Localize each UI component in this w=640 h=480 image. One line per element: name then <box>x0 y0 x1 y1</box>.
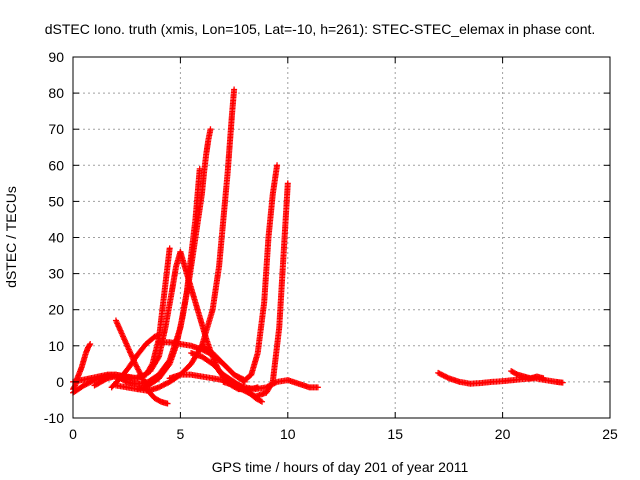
x-tick-label: 15 <box>387 426 403 442</box>
y-tick-label: 10 <box>48 338 64 354</box>
data-series <box>198 162 281 384</box>
data-point-marker <box>540 375 547 382</box>
data-series <box>188 350 266 405</box>
chart-title: dSTEC Iono. truth (xmis, Lon=105, Lat=-1… <box>45 21 596 37</box>
y-axis-title: dSTEC / TECUs <box>3 186 19 288</box>
y-tick-label: 50 <box>48 193 64 209</box>
data-point-marker <box>207 126 214 133</box>
data-point-marker <box>259 398 266 405</box>
data-point-marker <box>444 374 451 381</box>
data-series <box>435 369 566 387</box>
y-tick-label: 60 <box>48 157 64 173</box>
y-tick-label: 30 <box>48 266 64 282</box>
data-series <box>134 86 238 394</box>
data-series <box>112 317 171 407</box>
data-series <box>508 368 547 382</box>
y-tick-label: 0 <box>56 374 64 390</box>
data-series <box>220 180 291 400</box>
x-tick-label: 25 <box>602 426 618 442</box>
plot-data <box>70 86 566 407</box>
grid <box>73 57 610 418</box>
x-axis-title: GPS time / hours of day 201 of year 2011 <box>212 459 469 475</box>
data-point-marker <box>166 245 173 252</box>
data-point-marker <box>274 162 281 169</box>
y-tick-label: 90 <box>48 49 64 65</box>
data-point-marker <box>284 180 291 187</box>
x-tick-label: 5 <box>177 426 185 442</box>
data-point-marker <box>559 379 566 386</box>
data-point-marker <box>155 331 162 338</box>
data-point-marker <box>257 398 264 405</box>
y-tick-label: 20 <box>48 302 64 318</box>
data-point-marker <box>87 340 94 347</box>
data-point-marker <box>90 377 97 384</box>
y-tick-label: 40 <box>48 230 64 246</box>
x-tick-label: 20 <box>495 426 511 442</box>
data-point-marker <box>86 342 93 349</box>
axis-ticks: 0 5 10 15 20 25 -10 0 10 20 30 40 50 60 70 80 90 <box>44 49 618 442</box>
y-tick-label: 80 <box>48 85 64 101</box>
data-series <box>112 126 214 393</box>
data-series <box>108 331 162 391</box>
y-tick-label: 70 <box>48 121 64 137</box>
x-tick-label: 0 <box>69 426 77 442</box>
data-series <box>91 165 203 389</box>
x-tick-label: 10 <box>280 426 296 442</box>
y-tick-label: -10 <box>44 410 64 426</box>
data-point-marker <box>314 384 321 391</box>
data-point-marker <box>231 86 238 93</box>
data-point-marker <box>164 400 171 407</box>
